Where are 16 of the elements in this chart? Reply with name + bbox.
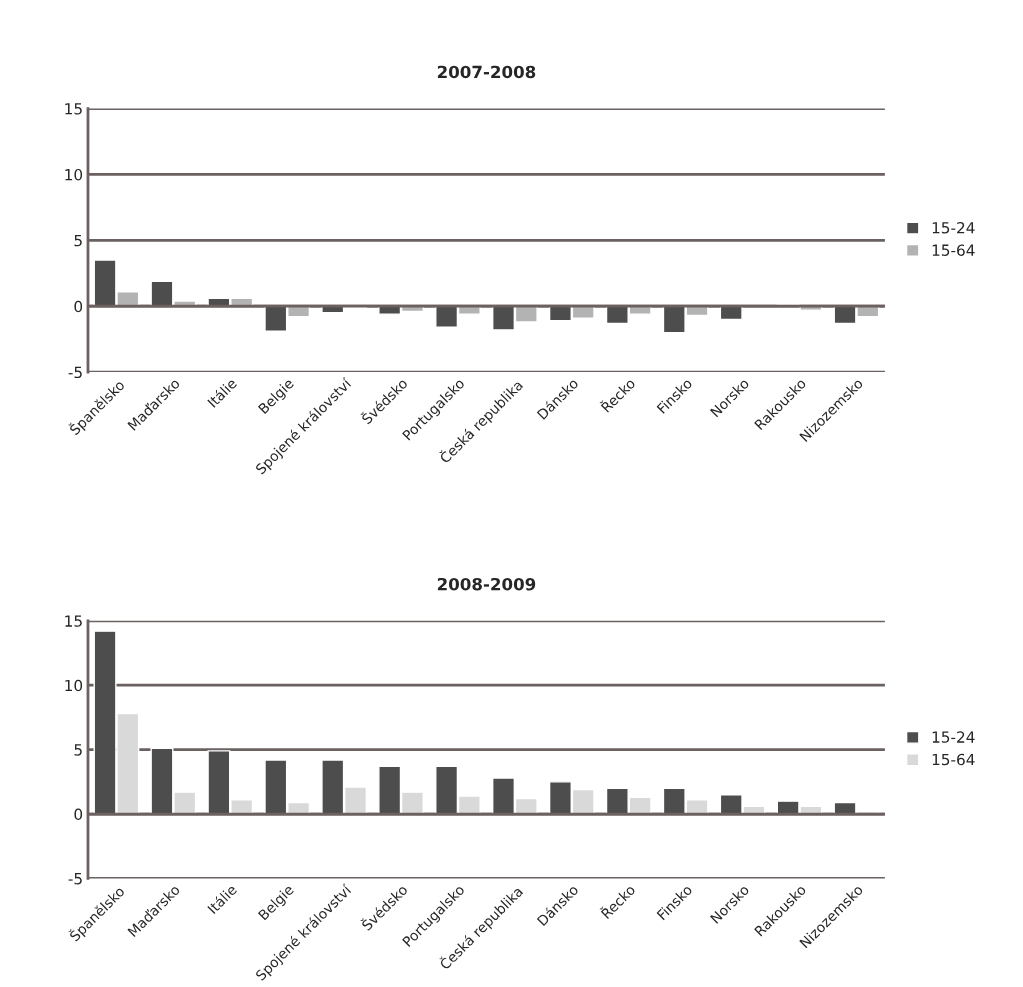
y-tick-label: 5 [74, 235, 82, 247]
y-tick-label: -5 [68, 873, 82, 885]
chart-title: 2008-2009 [437, 577, 536, 591]
chart-title: 2007-2008 [437, 65, 536, 79]
y-tick-label: 10 [65, 168, 83, 181]
y-tick-label: 15 [65, 615, 82, 627]
legend-label: 15-24 [932, 731, 975, 743]
y-tick-label: 5 [74, 744, 82, 756]
legend-label: 15-24 [932, 222, 975, 234]
y-tick-label: 0 [74, 300, 83, 313]
y-tick-label: 10 [65, 679, 83, 692]
y-tick-label: 15 [65, 103, 82, 115]
legend-label: 15-64 [932, 753, 975, 766]
y-tick-label: 0 [74, 808, 83, 821]
y-tick-label: -5 [68, 366, 82, 379]
legend-label: 15-64 [932, 244, 975, 256]
